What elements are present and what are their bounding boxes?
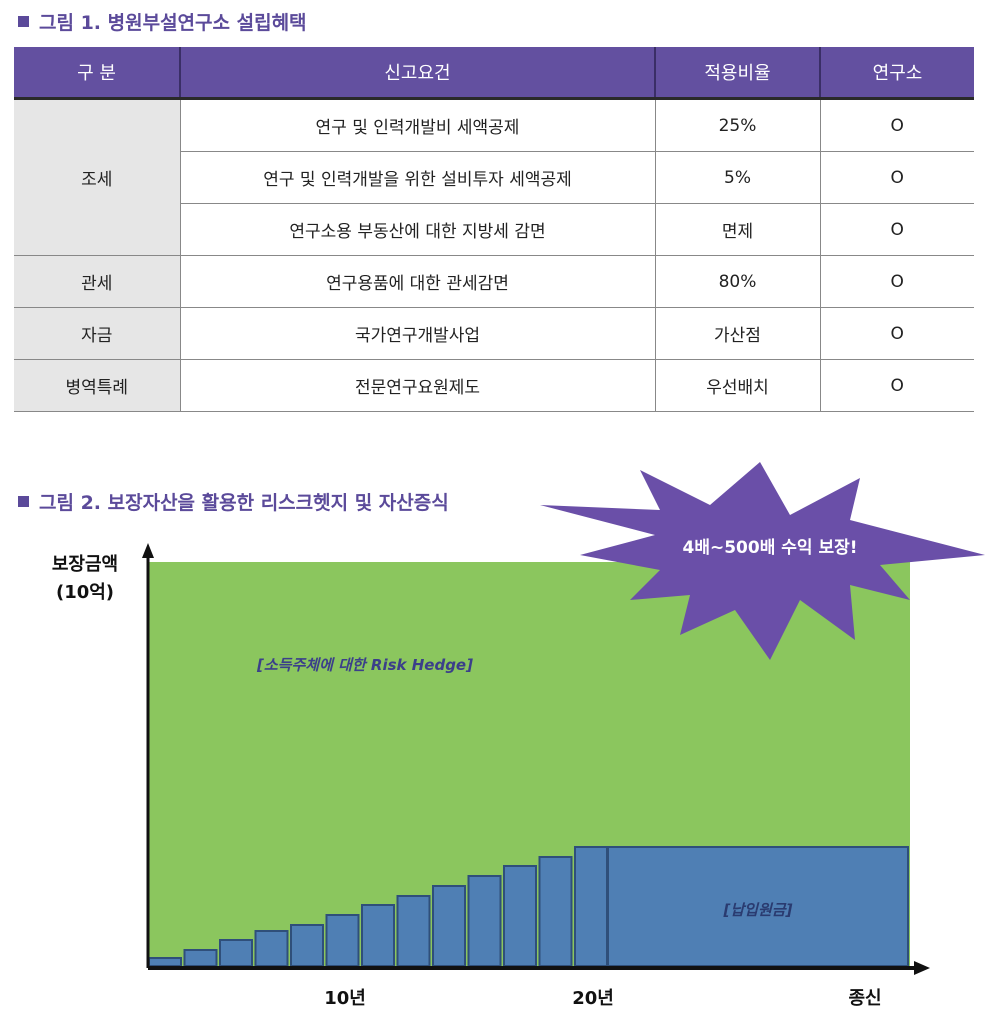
paid-bar bbox=[290, 924, 324, 967]
x-tick-lifetime: 종신 bbox=[848, 988, 881, 1009]
category-cell: 자금 bbox=[14, 307, 180, 360]
paid-bar bbox=[503, 865, 537, 967]
rate-cell: 가산점 bbox=[654, 307, 820, 360]
header-requirement: 신고요건 bbox=[179, 47, 655, 99]
table-row: 조세 연구 및 인력개발비 세액공제 25% O bbox=[14, 98, 974, 256]
table-row: 연구 및 인력개발을 위한 설비투자 세액공제 5% O bbox=[14, 151, 974, 204]
rate-cell: 5% bbox=[654, 151, 820, 204]
y-axis-arrow-icon bbox=[142, 543, 154, 558]
paid-bar bbox=[538, 856, 573, 967]
x-tick-20: 20년 bbox=[572, 988, 614, 1009]
y-label: 보장금액 bbox=[52, 554, 118, 575]
bullet-square-icon bbox=[18, 16, 29, 27]
paid-bar bbox=[219, 939, 253, 967]
requirement-cell: 연구용품에 대한 관세감면 bbox=[179, 255, 655, 308]
requirement-cell: 전문연구요원제도 bbox=[179, 359, 655, 412]
x-axis-arrow-icon bbox=[914, 961, 930, 975]
lab-cell: O bbox=[819, 359, 974, 412]
lab-cell: O bbox=[819, 203, 974, 256]
benefits-table: 구 분 신고요건 적용비율 연구소 조세 연구 및 인력개발비 세액공제 25% O … bbox=[14, 47, 974, 412]
rate-cell: 80% bbox=[654, 255, 820, 308]
category-cell: 병역특례 bbox=[14, 359, 180, 412]
starburst-icon bbox=[540, 462, 985, 660]
lab-cell: O bbox=[819, 307, 974, 360]
table-row: 자금 국가연구개발사업 가산점 O bbox=[14, 307, 974, 360]
rate-cell: 우선배치 bbox=[654, 359, 820, 412]
category-cell: 관세 bbox=[14, 255, 180, 308]
table-row: 연구소용 부동산에 대한 지방세 감면 면제 O bbox=[14, 203, 974, 256]
requirement-cell: 연구 및 인력개발비 세액공제 bbox=[179, 98, 655, 152]
figure2-title: 그림 2. 보장자산을 활용한 리스크헷지 및 자산증식 bbox=[18, 488, 449, 515]
category-cell: 조세 bbox=[14, 98, 180, 256]
figure2-title-text: 그림 2. 보장자산을 활용한 리스크헷지 및 자산증식 bbox=[39, 492, 449, 514]
y-unit: (10억) bbox=[56, 582, 114, 603]
header-category: 구 분 bbox=[14, 47, 180, 99]
paid-bar bbox=[361, 904, 395, 967]
header-lab: 연구소 bbox=[819, 47, 974, 99]
requirement-cell: 연구소용 부동산에 대한 지방세 감면 bbox=[179, 203, 655, 256]
lab-cell: O bbox=[819, 151, 974, 204]
rate-cell: 면제 bbox=[654, 203, 820, 256]
lab-cell: O bbox=[819, 98, 974, 152]
paid-bar bbox=[148, 957, 182, 967]
paid-bar bbox=[396, 895, 431, 967]
paid-bar bbox=[254, 930, 289, 967]
figure1-title: 그림 1. 병원부설연구소 설립혜택 bbox=[18, 8, 307, 35]
paid-bar bbox=[574, 846, 608, 967]
rate-cell: 25% bbox=[654, 98, 820, 152]
figure1-title-text: 그림 1. 병원부설연구소 설립혜택 bbox=[39, 12, 307, 34]
requirement-cell: 국가연구개발사업 bbox=[179, 307, 655, 360]
paid-bar bbox=[467, 875, 502, 967]
paid-bar bbox=[432, 885, 466, 967]
paid-label: [납입원금] bbox=[723, 901, 793, 919]
paid-bar bbox=[183, 949, 218, 967]
table-row: 병역특례 전문연구요원제도 우선배치 O bbox=[14, 359, 974, 412]
table-row: 관세 연구용품에 대한 관세감면 80% O bbox=[14, 255, 974, 308]
header-rate: 적용비율 bbox=[654, 47, 820, 99]
lab-cell: O bbox=[819, 255, 974, 308]
requirement-cell: 연구 및 인력개발을 위한 설비투자 세액공제 bbox=[179, 151, 655, 204]
paid-bar bbox=[325, 914, 360, 967]
burst-text: 4배~500배 수익 보장! bbox=[683, 538, 858, 558]
hedge-label: [소득주체에 대한 Risk Hedge] bbox=[256, 656, 473, 674]
x-tick-10: 10년 bbox=[324, 988, 366, 1009]
bullet-square-icon bbox=[18, 496, 29, 507]
